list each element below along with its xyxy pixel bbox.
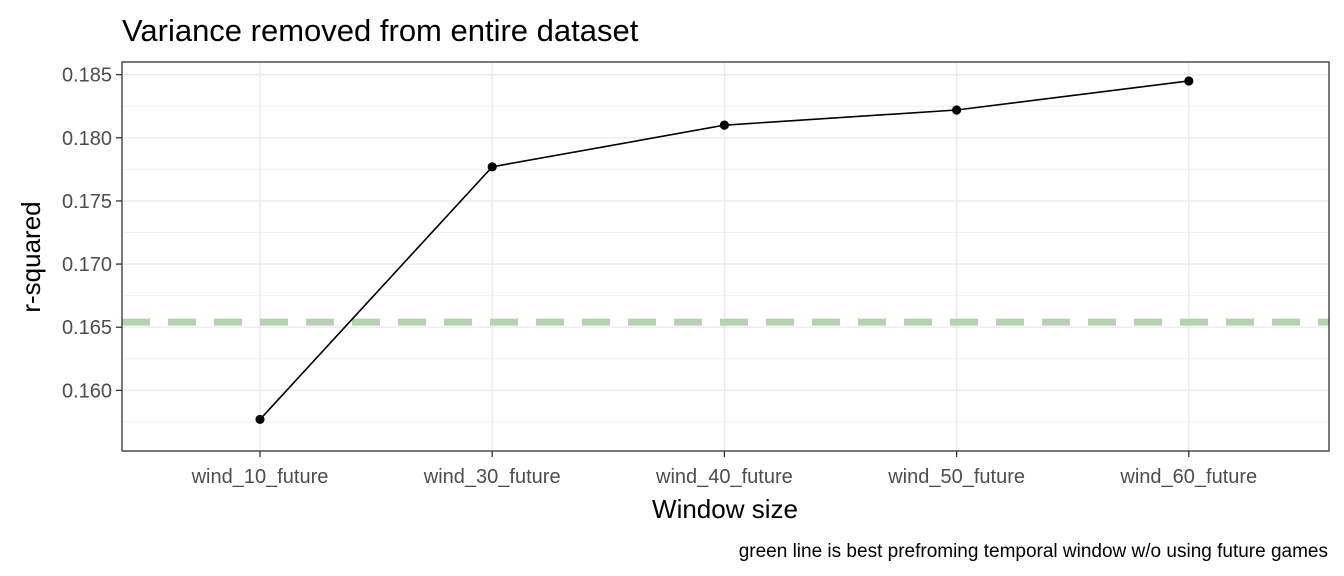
plot-panel (122, 62, 1329, 451)
data-point (719, 120, 730, 130)
plot-border (121, 61, 1330, 452)
x-axis-title: Window size (652, 494, 798, 524)
y-tick-label: 0.185 (62, 65, 112, 87)
data-point (1184, 76, 1194, 86)
minor-gridlines (122, 105, 1329, 423)
x-tick-label: wind_50_future (887, 466, 1025, 488)
data-point (952, 105, 962, 115)
x-axis-ticks: wind_10_future wind_30_future wind_40_futu… (191, 451, 1257, 488)
x-tick-label: wind_60_future (1119, 466, 1257, 488)
y-tick-label: 0.160 (62, 380, 112, 402)
y-axis-ticks: 0.160 0.165 0.170 0.175 0.180 0.185 (62, 65, 122, 402)
y-tick-label: 0.170 (62, 254, 112, 276)
data-point (255, 414, 265, 425)
chart-caption: green line is best prefroming temporal w… (739, 541, 1328, 562)
y-axis-title: r-squared (16, 201, 46, 312)
x-tick-label: wind_10_future (191, 466, 329, 488)
chart-title: Variance removed from entire dataset (122, 13, 639, 48)
x-tick-label: wind_40_future (655, 466, 793, 488)
data-points (255, 76, 1194, 425)
y-tick-label: 0.175 (62, 191, 112, 213)
y-tick-label: 0.180 (62, 128, 112, 150)
data-point (487, 162, 497, 172)
x-tick-label: wind_30_future (423, 466, 561, 488)
major-gridlines (122, 62, 1329, 451)
y-tick-label: 0.165 (62, 317, 112, 339)
